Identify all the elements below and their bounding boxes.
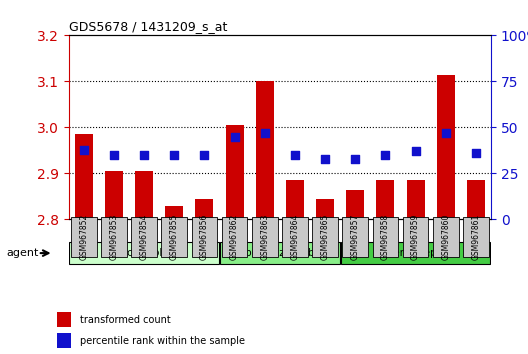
FancyBboxPatch shape xyxy=(131,217,157,257)
FancyBboxPatch shape xyxy=(162,217,187,257)
Point xyxy=(381,152,390,158)
Bar xyxy=(286,181,304,219)
Bar xyxy=(376,181,394,219)
FancyBboxPatch shape xyxy=(252,217,278,257)
FancyBboxPatch shape xyxy=(463,217,489,257)
Text: GSM967858: GSM967858 xyxy=(381,214,390,260)
Bar xyxy=(225,125,243,219)
Point xyxy=(230,134,239,139)
FancyBboxPatch shape xyxy=(433,217,459,257)
Text: GSM967859: GSM967859 xyxy=(411,214,420,261)
Text: GSM967863: GSM967863 xyxy=(260,214,269,261)
Bar xyxy=(316,199,334,219)
Text: percentile rank within the sample: percentile rank within the sample xyxy=(80,336,245,346)
Point xyxy=(170,152,178,158)
Bar xyxy=(135,171,153,219)
Bar xyxy=(195,199,213,219)
Bar xyxy=(74,135,93,219)
Text: bevacizumab: bevacizumab xyxy=(245,248,315,258)
Text: GSM967854: GSM967854 xyxy=(139,214,148,261)
Text: GSM967861: GSM967861 xyxy=(472,214,480,260)
FancyBboxPatch shape xyxy=(341,242,491,264)
Bar xyxy=(346,189,364,219)
FancyBboxPatch shape xyxy=(71,217,97,257)
Point xyxy=(472,150,480,156)
Text: dibenzazepine: dibenzazepine xyxy=(378,248,454,258)
Bar xyxy=(105,171,123,219)
Text: GSM967864: GSM967864 xyxy=(290,214,299,261)
Bar xyxy=(256,81,274,219)
Point xyxy=(260,130,269,136)
Text: control: control xyxy=(126,248,162,258)
Text: GSM967865: GSM967865 xyxy=(320,214,329,261)
Point xyxy=(441,130,450,136)
Point xyxy=(351,156,360,161)
Text: GSM967856: GSM967856 xyxy=(200,214,209,261)
Bar xyxy=(407,181,425,219)
Text: GSM967853: GSM967853 xyxy=(109,214,118,261)
Bar xyxy=(165,206,183,219)
Text: GSM967852: GSM967852 xyxy=(79,214,88,260)
Text: GSM967855: GSM967855 xyxy=(169,214,179,261)
FancyBboxPatch shape xyxy=(343,217,368,257)
Point xyxy=(110,152,118,158)
Bar xyxy=(58,333,71,348)
Text: GSM967862: GSM967862 xyxy=(230,214,239,260)
Point xyxy=(321,156,329,161)
Point xyxy=(411,149,420,154)
Text: GDS5678 / 1431209_s_at: GDS5678 / 1431209_s_at xyxy=(69,20,227,33)
Text: GSM967857: GSM967857 xyxy=(351,214,360,261)
FancyBboxPatch shape xyxy=(282,217,308,257)
Bar xyxy=(467,181,485,219)
Point xyxy=(200,152,209,158)
FancyBboxPatch shape xyxy=(220,242,340,264)
Point xyxy=(291,152,299,158)
Point xyxy=(80,147,88,152)
FancyBboxPatch shape xyxy=(373,217,398,257)
FancyBboxPatch shape xyxy=(192,217,217,257)
Point xyxy=(140,152,148,158)
FancyBboxPatch shape xyxy=(312,217,338,257)
FancyBboxPatch shape xyxy=(69,242,219,264)
FancyBboxPatch shape xyxy=(101,217,127,257)
Bar xyxy=(58,312,71,327)
FancyBboxPatch shape xyxy=(403,217,428,257)
Text: transformed count: transformed count xyxy=(80,315,171,325)
Text: GSM967860: GSM967860 xyxy=(441,214,450,261)
Text: agent: agent xyxy=(7,248,39,258)
FancyBboxPatch shape xyxy=(222,217,248,257)
Bar xyxy=(437,74,455,219)
